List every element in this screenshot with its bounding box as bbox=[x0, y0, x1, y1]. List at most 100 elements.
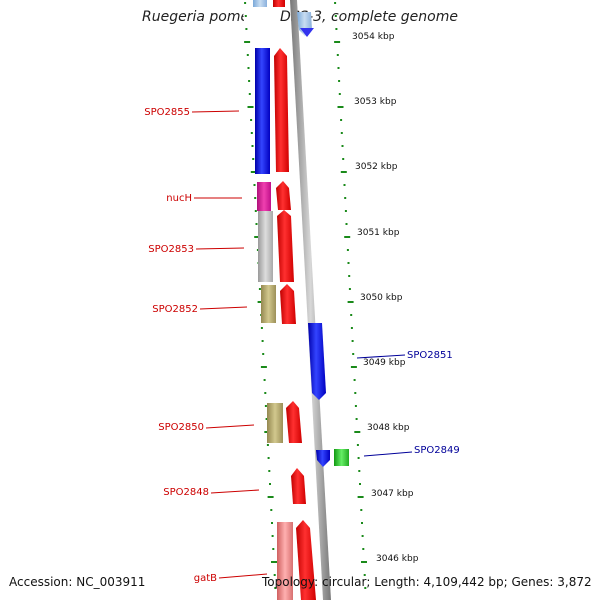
ruler-tick-mark bbox=[271, 522, 273, 524]
ruler-tick-mark bbox=[360, 509, 363, 511]
gene-label-spo2848[interactable]: SPO2848 bbox=[163, 487, 209, 498]
ruler-tick-mark bbox=[268, 470, 271, 472]
ruler-tick-mark bbox=[273, 574, 276, 576]
genome-summary: Topology: circular; Length: 4,109,442 bp… bbox=[262, 575, 592, 589]
ruler-tick-mark bbox=[264, 405, 267, 407]
gene-spo2849-category[interactable] bbox=[334, 449, 349, 466]
ruler-tick-mark bbox=[271, 561, 277, 563]
ruler-tick-mark bbox=[270, 509, 273, 511]
gene-nuch-category[interactable] bbox=[257, 182, 271, 211]
gene-label-spo2850[interactable]: SPO2850 bbox=[158, 422, 204, 433]
ruler-tick-mark bbox=[361, 535, 364, 537]
ruler-tick-mark bbox=[350, 327, 353, 329]
gene-spo2855-category[interactable] bbox=[255, 48, 270, 174]
ruler-tick-mark bbox=[252, 158, 255, 160]
ruler-tick-mark bbox=[247, 106, 254, 108]
ruler-tick-mark bbox=[267, 457, 270, 459]
gene-top-partial-red[interactable] bbox=[273, 0, 285, 7]
ruler-tick-mark bbox=[256, 249, 259, 251]
ruler-tick-mark bbox=[269, 483, 271, 485]
ruler-tick-mark bbox=[343, 184, 346, 186]
ruler-tick-mark bbox=[352, 353, 355, 355]
ruler-tick-mark bbox=[272, 548, 275, 550]
ruler-tick-mark bbox=[250, 119, 253, 121]
gene-spo2852-category[interactable] bbox=[261, 285, 276, 323]
ruler-tick-mark bbox=[363, 574, 366, 576]
gene-spo2850-cds[interactable] bbox=[286, 401, 302, 443]
ruler-tick-mark bbox=[354, 392, 357, 394]
ruler-tick-mark bbox=[254, 236, 261, 238]
gene-label-spo2853[interactable]: SPO2853 bbox=[148, 244, 194, 255]
ruler-tick-label: 3050 kbp bbox=[360, 293, 403, 303]
gene-gatb-category[interactable] bbox=[277, 522, 293, 600]
ruler-tick-mark bbox=[348, 275, 351, 277]
gene-spo2853-cds[interactable] bbox=[277, 210, 294, 282]
ruler-tick-mark bbox=[344, 197, 347, 199]
ruler-tick-label: 3053 kbp bbox=[354, 97, 397, 107]
gene-spo2851-cds[interactable] bbox=[308, 323, 326, 400]
ruler-tick-mark bbox=[354, 405, 357, 407]
label-leader-line bbox=[218, 573, 268, 579]
gene-spo2849-cds[interactable] bbox=[316, 450, 330, 467]
ruler-tick-mark bbox=[263, 379, 266, 381]
ruler-tick-label: 3049 kbp bbox=[363, 358, 406, 368]
ruler-tick-mark bbox=[245, 28, 248, 30]
ruler-tick-mark bbox=[262, 353, 265, 355]
feature-track bbox=[253, 0, 349, 600]
ruler-tick-mark bbox=[267, 496, 274, 498]
gene-spo2855-cds[interactable] bbox=[274, 48, 289, 172]
gene-top-partial-blue[interactable] bbox=[253, 0, 267, 7]
gene-label-spo2849[interactable]: SPO2849 bbox=[414, 445, 460, 456]
gene-label-spo2852[interactable]: SPO2852 bbox=[152, 304, 198, 315]
ruler-tick-mark bbox=[357, 457, 360, 459]
ruler-tick-mark bbox=[344, 210, 347, 212]
ruler-tick-mark bbox=[358, 470, 361, 472]
ruler-tick-label: 3047 kbp bbox=[371, 489, 414, 499]
gene-spo2850-category[interactable] bbox=[267, 403, 283, 443]
gene-label-spo2851[interactable]: SPO2851 bbox=[407, 350, 453, 361]
ruler-tick-mark bbox=[254, 210, 257, 212]
label-leader-line bbox=[191, 110, 240, 113]
ruler-tick-label: 3046 kbp bbox=[376, 554, 419, 564]
ruler-tick-mark bbox=[348, 288, 351, 290]
ruler-labels: 3054 kbp 3053 kbp 3052 kbp 3051 kbp 3050… bbox=[352, 32, 419, 564]
label-leader-line bbox=[199, 306, 248, 310]
gene-label-nuch[interactable]: nucH bbox=[166, 193, 192, 204]
ruler-tick-mark bbox=[353, 379, 356, 381]
ruler-tick-mark bbox=[334, 15, 337, 17]
label-leader-line bbox=[363, 451, 413, 457]
ruler-tick-mark bbox=[346, 249, 349, 251]
ruler-tick-mark bbox=[250, 171, 257, 173]
label-leader-line bbox=[356, 354, 406, 359]
gene-label-gatb[interactable]: gatB bbox=[194, 573, 217, 584]
ruler-tick-mark bbox=[345, 223, 348, 225]
accession-label: Accession: NC_003911 bbox=[9, 575, 146, 589]
ruler-tick-mark bbox=[264, 392, 267, 394]
ruler-tick-mark bbox=[340, 119, 343, 121]
gene-spo2848-cds[interactable] bbox=[291, 468, 306, 504]
gene-label-spo2855[interactable]: SPO2855 bbox=[144, 107, 190, 118]
ruler-tick-mark bbox=[364, 587, 367, 589]
gene-spo2853-category[interactable] bbox=[258, 211, 273, 282]
ruler-tick-mark bbox=[274, 587, 277, 589]
gene-top-partial-reverse-arrow[interactable] bbox=[300, 28, 314, 37]
ruler-tick-mark bbox=[257, 301, 264, 303]
ruler-tick-mark bbox=[244, 41, 251, 43]
ruler-tick-mark bbox=[340, 132, 343, 134]
label-leader-line bbox=[205, 424, 255, 429]
ruler-tick-mark bbox=[254, 197, 257, 199]
ruler-tick-mark bbox=[338, 93, 341, 95]
ruler-tick-mark bbox=[337, 67, 340, 69]
gene-nuch-cds[interactable] bbox=[276, 181, 291, 210]
ruler-tick-mark bbox=[251, 145, 254, 147]
ruler-tick-mark bbox=[244, 15, 247, 17]
gene-spo2852-cds[interactable] bbox=[280, 284, 296, 324]
ruler-tick-mark bbox=[340, 171, 347, 173]
ruler-tick-mark bbox=[260, 327, 263, 329]
ruler-tick-label: 3048 kbp bbox=[367, 423, 410, 433]
ruler-tick-mark bbox=[350, 314, 353, 316]
gene-gatb-cds[interactable] bbox=[296, 520, 316, 600]
ruler-tick-mark bbox=[255, 223, 258, 225]
